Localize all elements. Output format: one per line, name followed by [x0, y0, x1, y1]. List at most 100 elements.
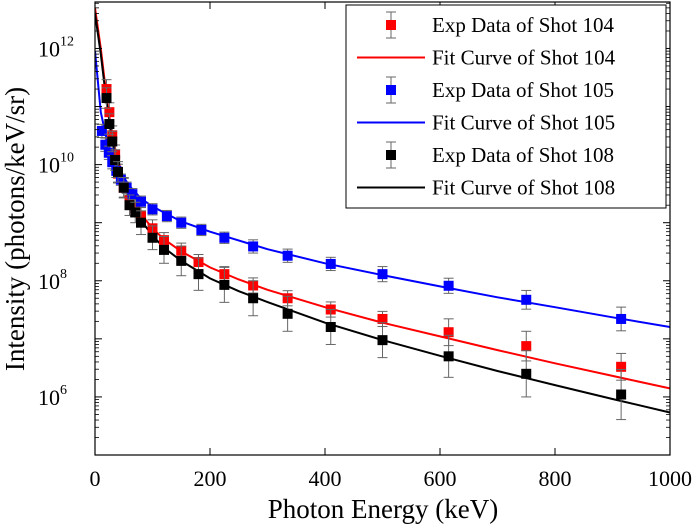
marker — [521, 341, 532, 352]
data-point — [521, 289, 532, 310]
y-tick-label: 108 — [38, 267, 67, 294]
marker — [147, 232, 158, 243]
legend-label: Fit Curve of Shot 108 — [432, 176, 615, 200]
marker — [616, 389, 627, 400]
marker — [104, 107, 115, 118]
marker — [136, 196, 146, 207]
marker — [443, 351, 454, 362]
x-tick-label: 400 — [309, 466, 342, 491]
marker — [104, 119, 115, 130]
marker — [196, 224, 207, 235]
marker — [136, 217, 146, 228]
data-point — [443, 334, 454, 378]
marker — [282, 308, 293, 319]
marker — [219, 279, 230, 290]
data-point — [101, 87, 112, 109]
marker — [176, 255, 187, 266]
data-point — [193, 257, 204, 291]
marker — [325, 258, 336, 269]
data-point — [136, 210, 146, 236]
data-point — [118, 176, 129, 199]
marker — [101, 93, 112, 104]
data-point — [248, 239, 259, 254]
legend-label: Exp Data of Shot 105 — [432, 78, 614, 102]
data-point — [127, 188, 138, 201]
data-point — [147, 225, 158, 251]
data-point — [219, 231, 230, 244]
marker — [248, 241, 259, 252]
data-point — [325, 256, 336, 272]
marker — [325, 321, 336, 332]
marker — [377, 313, 388, 324]
legend: Exp Data of Shot 104 Fit Curve of Shot 10… — [345, 4, 667, 209]
data-point — [219, 266, 230, 303]
data-point — [325, 309, 336, 345]
marker — [521, 368, 532, 379]
marker — [107, 136, 118, 147]
marker — [147, 204, 158, 215]
legend-marker — [386, 150, 396, 160]
data-point — [377, 266, 388, 283]
marker — [616, 313, 627, 324]
marker — [103, 147, 114, 158]
x-tick-label: 0 — [90, 466, 101, 491]
legend-marker — [386, 85, 396, 95]
data-point — [616, 306, 627, 332]
legend-label: Fit Curve of Shot 105 — [432, 111, 615, 135]
marker — [130, 207, 141, 218]
y-tick-label: 1010 — [38, 151, 74, 178]
data-point — [161, 209, 172, 223]
data-point — [159, 236, 169, 264]
y-axis-label: Intensity (photons/keV/sr) — [0, 87, 30, 371]
data-point — [443, 277, 454, 294]
data-point — [282, 248, 293, 263]
data-point — [521, 350, 532, 398]
y-tick-label: 106 — [38, 383, 67, 410]
data-point — [196, 223, 207, 237]
marker — [124, 200, 135, 211]
marker — [377, 269, 388, 280]
x-axis-label: Photon Energy (keV) — [268, 494, 498, 524]
marker — [282, 250, 293, 261]
marker — [521, 294, 532, 305]
marker — [110, 155, 121, 166]
data-point — [248, 280, 259, 317]
x-tick-label: 800 — [539, 466, 572, 491]
y-tick-label: 1012 — [38, 34, 74, 61]
legend-box — [345, 4, 667, 209]
x-tick-label: 200 — [194, 466, 227, 491]
data-point — [113, 161, 123, 183]
legend-marker — [386, 20, 396, 30]
marker — [113, 166, 123, 177]
data-point — [377, 322, 388, 359]
marker — [127, 189, 138, 200]
legend-label: Exp Data of Shot 104 — [432, 13, 614, 37]
data-point — [176, 216, 187, 229]
legend-label: Fit Curve of Shot 104 — [432, 46, 616, 70]
marker — [115, 174, 126, 185]
marker — [193, 269, 204, 280]
data-point — [616, 368, 627, 421]
marker — [616, 361, 627, 372]
marker — [100, 139, 111, 150]
data-point — [176, 245, 187, 277]
data-point — [136, 195, 146, 208]
marker — [219, 232, 230, 243]
marker — [443, 327, 454, 338]
legend-label: Exp Data of Shot 108 — [432, 143, 614, 167]
data-point — [147, 203, 158, 216]
data-markers — [96, 79, 627, 421]
marker — [118, 182, 129, 193]
x-tick-label: 600 — [424, 466, 457, 491]
marker — [96, 125, 107, 136]
x-tick-label: 1000 — [648, 466, 692, 491]
data-point — [282, 295, 293, 332]
axis-ticks: 0 200 400 600 800 1000 106 108 1010 1012 — [38, 2, 692, 491]
marker — [377, 335, 388, 346]
marker — [161, 211, 172, 222]
marker — [248, 293, 259, 304]
marker — [159, 244, 169, 255]
marker — [443, 280, 454, 291]
marker — [176, 217, 187, 228]
